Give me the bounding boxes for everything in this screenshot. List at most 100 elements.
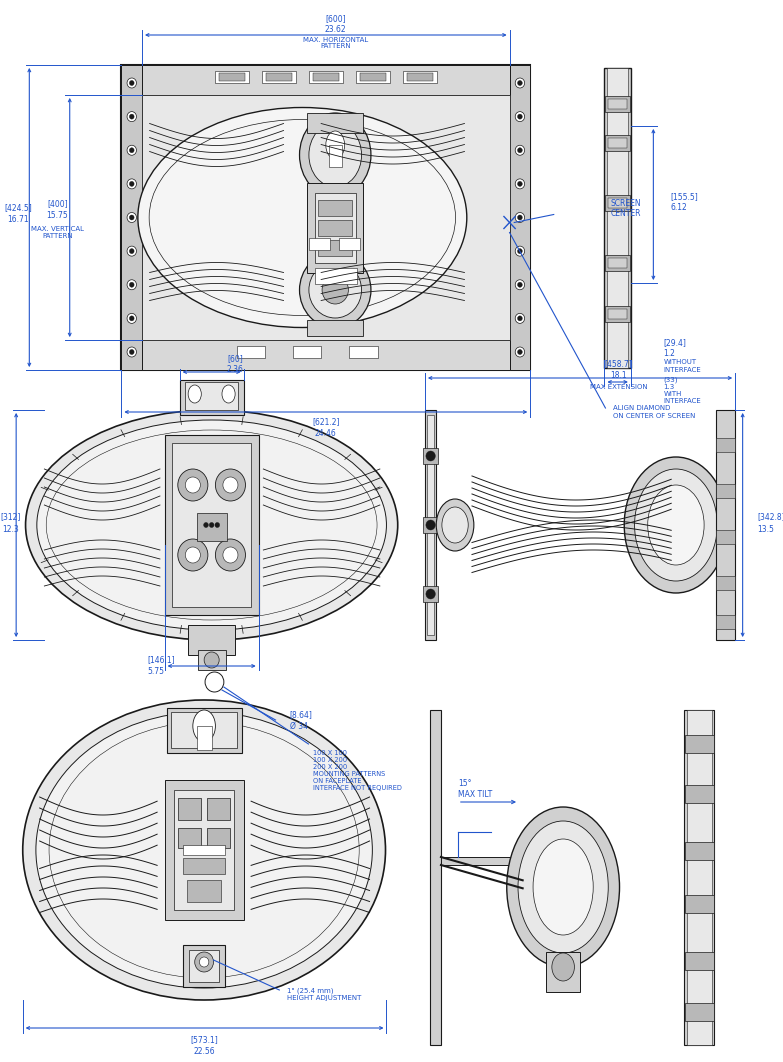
Bar [716,615,735,629]
Bar [716,576,735,589]
Ellipse shape [215,523,219,528]
Bar [215,71,249,83]
Bar [685,895,713,913]
Text: 15.75: 15.75 [47,211,68,220]
Bar [716,530,735,544]
Ellipse shape [515,78,525,88]
Text: Ø 34: Ø 34 [290,721,308,731]
Bar [339,238,359,250]
Text: [424.5]: [424.5] [4,203,32,212]
Text: 18.1: 18.1 [610,371,627,379]
Bar [189,950,219,982]
Text: 2.36: 2.36 [227,365,244,375]
Text: 13.5: 13.5 [758,525,774,533]
Bar [510,65,530,370]
Bar [307,320,363,336]
Ellipse shape [552,953,575,981]
Bar [187,880,221,902]
Ellipse shape [634,469,717,581]
Ellipse shape [223,547,238,563]
Bar [356,71,390,83]
Bar [605,255,630,271]
Ellipse shape [138,107,467,327]
Ellipse shape [518,81,522,86]
Bar [608,198,627,208]
Bar [293,346,321,358]
Bar [183,945,225,987]
Ellipse shape [23,700,385,1000]
Ellipse shape [515,279,525,290]
Bar [605,306,630,322]
Ellipse shape [129,315,134,321]
Text: [400]: [400] [47,199,68,208]
Text: 6.12: 6.12 [670,204,687,212]
Bar [605,135,630,151]
Text: 12.3: 12.3 [2,525,19,533]
Bar [319,240,352,256]
Bar [186,382,238,410]
Bar [197,726,211,750]
Bar [716,483,735,497]
Text: [342.8]: [342.8] [758,513,783,521]
Ellipse shape [129,182,134,186]
Ellipse shape [127,145,136,155]
Bar [218,73,245,81]
Text: [146.1]: [146.1] [148,655,175,665]
Ellipse shape [533,839,594,935]
Bar [207,828,230,847]
Bar [685,735,713,753]
Ellipse shape [129,114,134,119]
Bar [197,513,226,541]
Ellipse shape [188,386,201,402]
Ellipse shape [322,276,348,304]
Ellipse shape [37,419,387,630]
Bar [608,138,627,148]
Bar [423,586,438,602]
Bar [142,65,510,95]
Bar [171,712,237,748]
Ellipse shape [36,712,373,988]
Ellipse shape [518,182,522,186]
Ellipse shape [326,131,345,159]
Ellipse shape [129,249,134,254]
Ellipse shape [129,215,134,220]
Text: 1.2: 1.2 [664,349,676,359]
Bar [687,710,712,1045]
Ellipse shape [300,252,371,328]
Bar [685,953,713,971]
Ellipse shape [127,279,136,290]
Bar [425,410,436,640]
Ellipse shape [426,589,435,599]
Ellipse shape [222,386,235,402]
Text: [29.4]: [29.4] [664,339,687,347]
Text: WITHOUT
INTERFACE: WITHOUT INTERFACE [664,360,702,373]
Ellipse shape [426,451,435,461]
Bar [329,145,342,167]
Bar [685,1003,713,1021]
Ellipse shape [436,499,474,551]
Polygon shape [287,190,300,205]
Bar [265,73,292,81]
Ellipse shape [127,112,136,122]
Ellipse shape [193,710,215,742]
Bar [307,183,363,273]
Text: [8.64]: [8.64] [290,710,312,719]
Bar [608,309,627,319]
Text: 1" (25.4 mm)
HEIGHT ADJUSTMENT: 1" (25.4 mm) HEIGHT ADJUSTMENT [287,988,361,1000]
Bar [423,517,438,533]
Bar [403,71,437,83]
Bar [605,96,630,112]
Ellipse shape [127,212,136,223]
Text: 22.56: 22.56 [193,1046,215,1056]
Ellipse shape [515,112,525,122]
Ellipse shape [209,523,214,528]
Bar [197,650,226,670]
Bar [349,346,377,358]
Text: [312]: [312] [0,513,20,521]
Ellipse shape [648,485,704,565]
Bar [167,708,242,753]
Ellipse shape [515,246,525,256]
Ellipse shape [129,282,134,287]
Bar [183,845,225,855]
Bar [183,858,225,874]
